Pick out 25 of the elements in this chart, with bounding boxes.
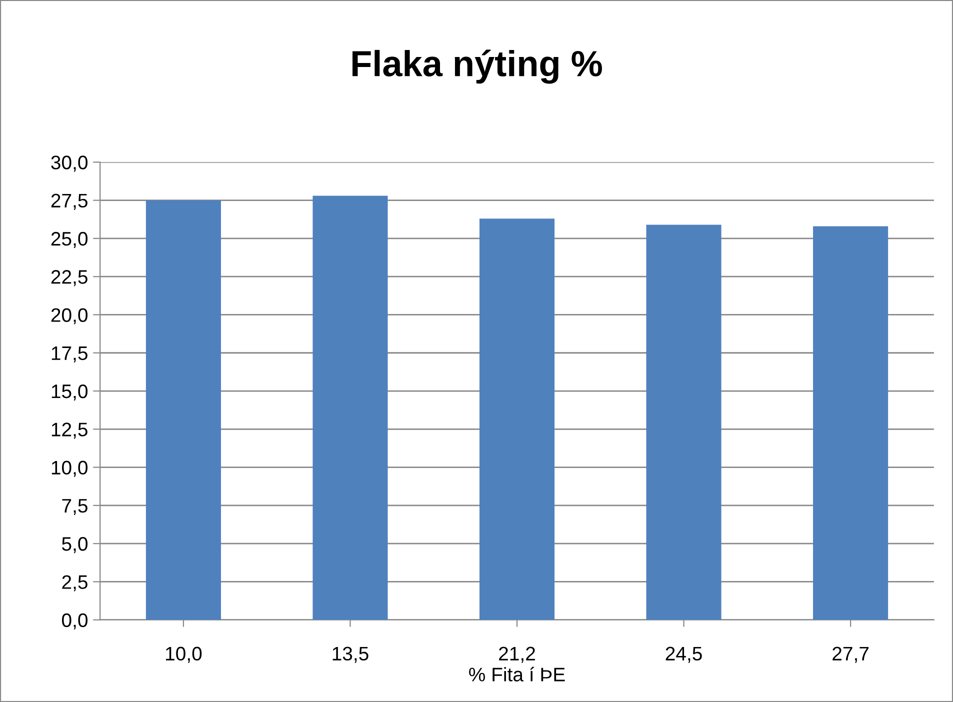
- x-tick-label: 13,5: [332, 646, 368, 663]
- x-tick-label: 10,0: [166, 646, 202, 663]
- bar: [813, 226, 888, 620]
- y-tick-label: 12,5: [52, 422, 88, 439]
- x-tick-label: 21,2: [499, 646, 535, 663]
- y-tick-label: 15,0: [52, 384, 88, 401]
- y-tick-label: 2,5: [62, 575, 88, 592]
- bar: [646, 224, 722, 620]
- y-tick-label: 20,0: [51, 308, 88, 324]
- y-tick-label: 25,0: [51, 232, 88, 248]
- y-tick-label: 27,5: [51, 194, 88, 210]
- x-axis-title: % Fita í ÞE: [469, 666, 565, 682]
- bar: [479, 218, 555, 620]
- y-tick-label: 17,5: [52, 346, 88, 362]
- y-tick-label: 0,0: [62, 613, 88, 630]
- y-tick-label: 22,5: [51, 270, 88, 286]
- bar: [312, 196, 388, 620]
- x-tick-label: 24,5: [666, 646, 702, 663]
- x-tick-label: 27,7: [832, 646, 868, 663]
- y-tick-label: 30,0: [51, 156, 88, 172]
- bar: [146, 200, 221, 620]
- y-tick-label: 7,5: [62, 499, 88, 515]
- chart-title: Flaka nýting %: [352, 50, 602, 84]
- y-tick-label: 5,0: [62, 537, 88, 554]
- y-tick-label: 10,0: [52, 460, 88, 477]
